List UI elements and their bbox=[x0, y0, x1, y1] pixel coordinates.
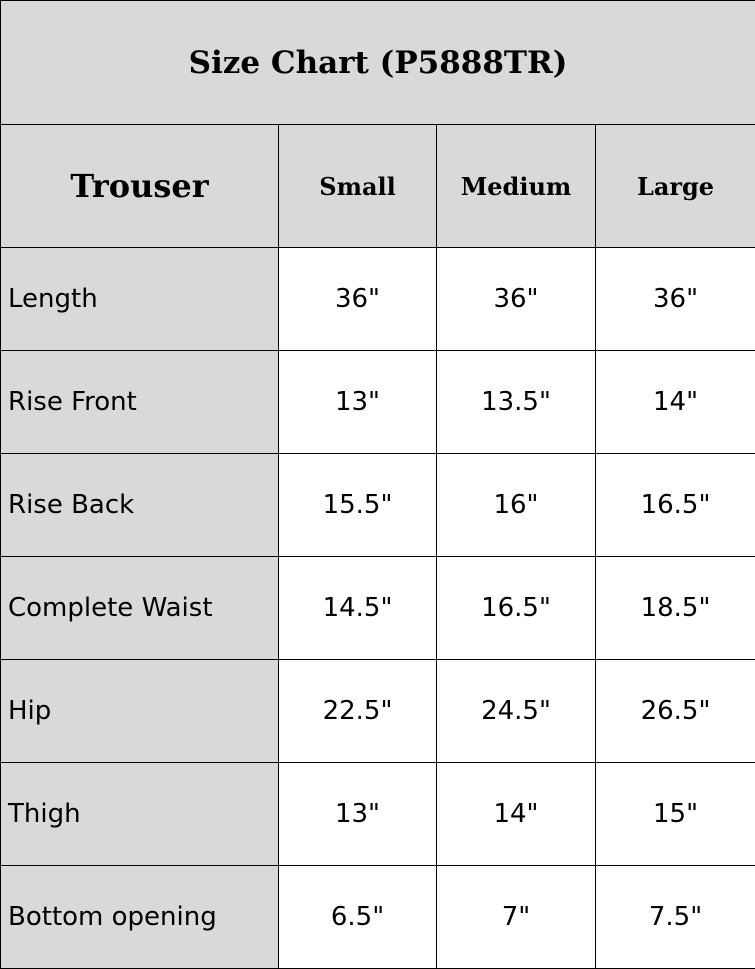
row-label: Hip bbox=[0, 659, 279, 763]
header-trouser: Trouser bbox=[0, 124, 279, 248]
cell-medium: 16.5" bbox=[436, 556, 596, 660]
cell-medium: 7" bbox=[436, 865, 596, 969]
cell-medium: 14" bbox=[436, 762, 596, 866]
table-row: Rise Back 15.5" 16" 16.5" bbox=[0, 453, 755, 557]
header-row: Trouser Small Medium Large bbox=[0, 124, 755, 248]
table-row: Bottom opening 6.5" 7" 7.5" bbox=[0, 865, 755, 969]
row-label: Complete Waist bbox=[0, 556, 279, 660]
row-label: Rise Back bbox=[0, 453, 279, 557]
cell-large: 26.5" bbox=[594, 659, 755, 763]
cell-small: 6.5" bbox=[278, 865, 437, 969]
cell-medium: 16" bbox=[436, 453, 596, 557]
table-row: Hip 22.5" 24.5" 26.5" bbox=[0, 659, 755, 763]
row-label: Thigh bbox=[0, 762, 279, 866]
cell-large: 16.5" bbox=[594, 453, 755, 557]
cell-large: 7.5" bbox=[594, 865, 755, 969]
table-row: Thigh 13" 14" 15" bbox=[0, 762, 755, 866]
cell-medium: 13.5" bbox=[436, 350, 596, 454]
cell-large: 18.5" bbox=[594, 556, 755, 660]
cell-small: 22.5" bbox=[278, 659, 437, 763]
cell-small: 13" bbox=[278, 350, 437, 454]
header-small: Small bbox=[278, 124, 437, 248]
table-title: Size Chart (P5888TR) bbox=[0, 0, 755, 125]
table-row: Complete Waist 14.5" 16.5" 18.5" bbox=[0, 556, 755, 660]
row-label: Bottom opening bbox=[0, 865, 279, 969]
cell-large: 15" bbox=[594, 762, 755, 866]
row-label: Rise Front bbox=[0, 350, 279, 454]
cell-large: 36" bbox=[594, 247, 755, 351]
table-row: Length 36" 36" 36" bbox=[0, 247, 755, 351]
cell-large: 14" bbox=[594, 350, 755, 454]
cell-small: 15.5" bbox=[278, 453, 437, 557]
table-row: Rise Front 13" 13.5" 14" bbox=[0, 350, 755, 454]
cell-small: 14.5" bbox=[278, 556, 437, 660]
header-medium: Medium bbox=[436, 124, 596, 248]
cell-medium: 24.5" bbox=[436, 659, 596, 763]
row-label: Length bbox=[0, 247, 279, 351]
header-large: Large bbox=[594, 124, 755, 248]
cell-small: 36" bbox=[278, 247, 437, 351]
cell-small: 13" bbox=[278, 762, 437, 866]
cell-medium: 36" bbox=[436, 247, 596, 351]
